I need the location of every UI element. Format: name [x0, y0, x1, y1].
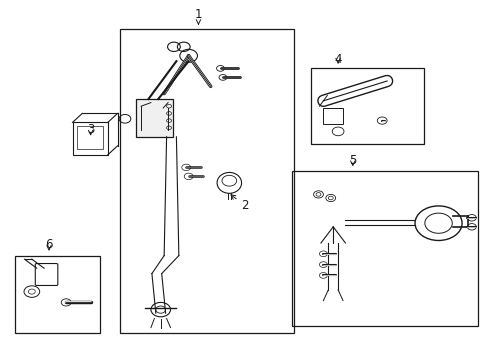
Text: 2: 2: [231, 195, 249, 212]
Bar: [311, 68, 424, 144]
Text: 4: 4: [334, 53, 342, 66]
Bar: [120, 29, 294, 333]
FancyBboxPatch shape: [136, 99, 173, 137]
Text: 5: 5: [349, 154, 357, 167]
Bar: [323, 108, 343, 124]
Bar: [292, 171, 478, 326]
Bar: [77, 126, 103, 149]
Text: 6: 6: [45, 238, 53, 251]
Bar: [73, 122, 108, 155]
Text: 1: 1: [195, 8, 202, 24]
Text: 3: 3: [87, 123, 95, 136]
Bar: [15, 256, 100, 333]
